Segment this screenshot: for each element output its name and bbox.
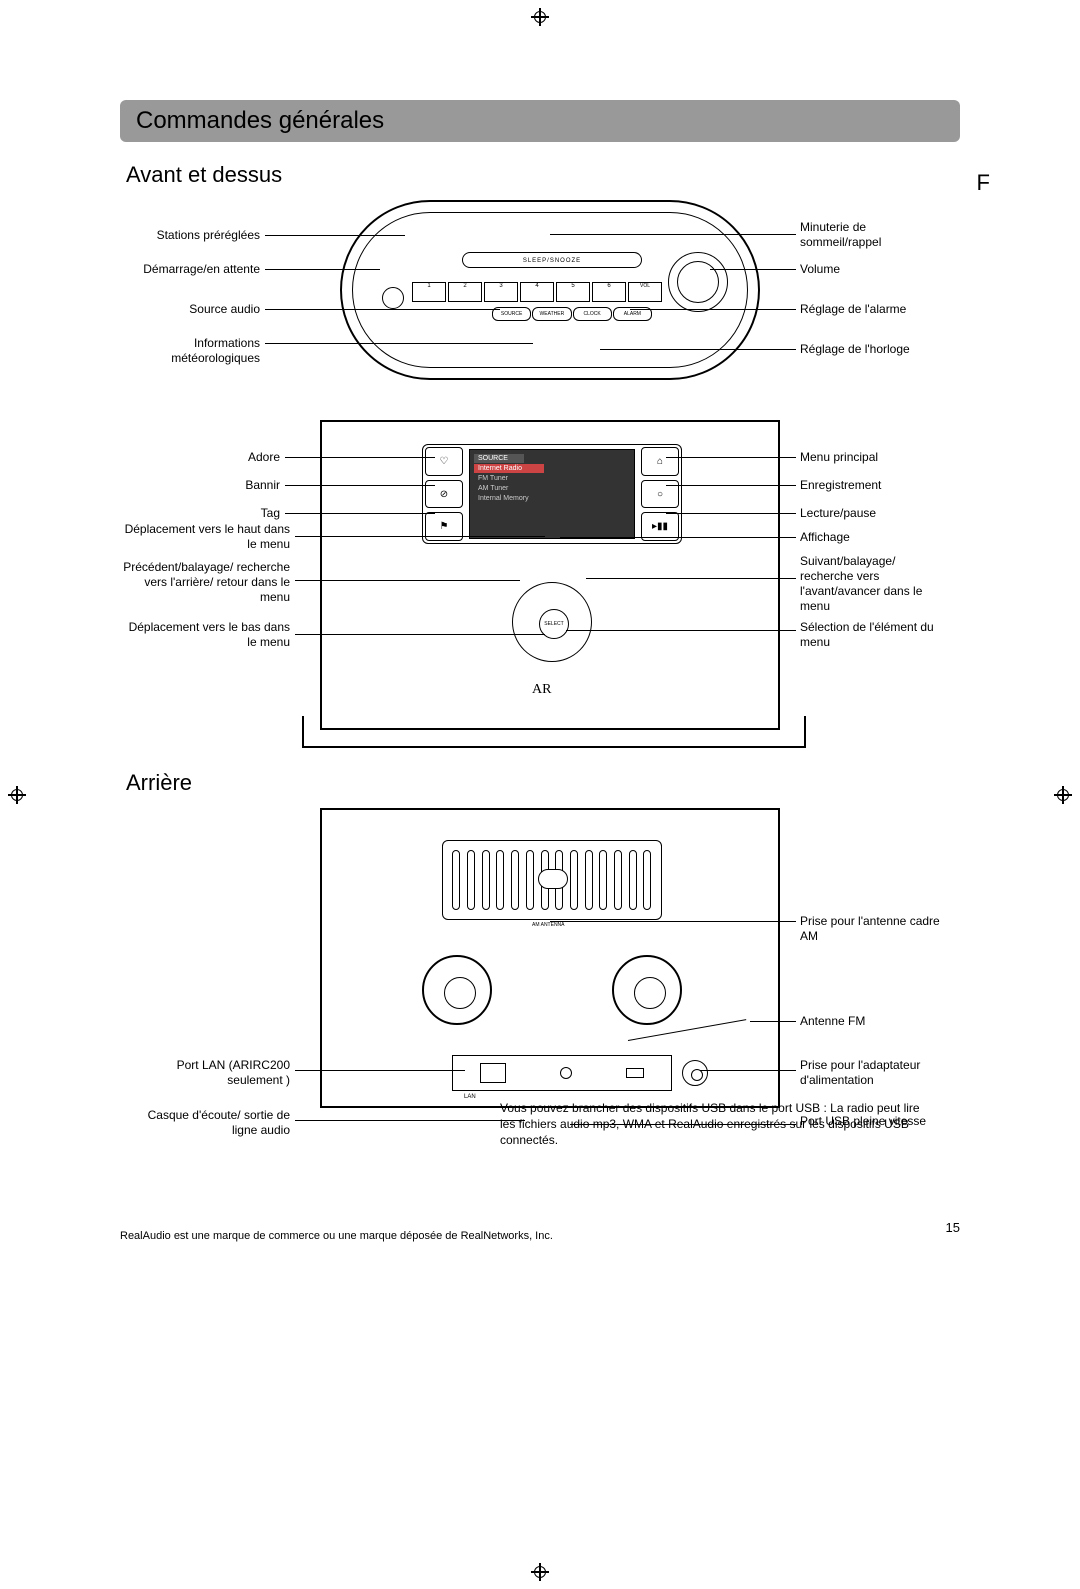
label-alarm: Réglage de l'alarme [800,302,950,317]
dc-jack [682,1060,708,1086]
label-display: Affichage [800,530,950,545]
label-select: Sélection de l'élément du menu [800,620,950,650]
home-icon: ⌂ [641,447,679,476]
sleep-snooze-button: SLEEP/SNOOZE [462,252,642,268]
section-tag: F [977,170,990,196]
diagram-front-view: ♡ ⊘ ⚑ SOURCE Internet Radio FM Tuner AM … [120,420,960,750]
label-prev: Précédent/balayage/ recherche vers l'arr… [120,560,290,605]
vent-grille [442,840,662,920]
label-sleep: Minuterie de sommeil/rappel [800,220,950,250]
subtitle-back: Arrière [126,770,960,796]
nav-wheel [512,582,592,662]
registration-mark-top [531,8,549,26]
title-bar: Commandes générales [120,100,960,142]
label-weather: Informations météorologiques [120,336,260,366]
label-adore: Adore [120,450,280,465]
page-title: Commandes générales [136,107,384,135]
usb-port [626,1068,644,1078]
device-front-outline: ♡ ⊘ ⚑ SOURCE Internet Radio FM Tuner AM … [320,420,780,730]
label-next: Suivant/balayage/ recherche vers l'avant… [800,554,950,614]
left-softkeys: ♡ ⊘ ⚑ [423,445,465,543]
label-tag: Tag [120,506,280,521]
am-loop-socket [538,869,568,889]
label-bannir: Bannir [120,478,280,493]
registration-mark-right [1054,786,1072,804]
label-play: Lecture/pause [800,506,950,521]
device-top-outline: SLEEP/SNOOZE 123456VOL SOURCE WEATHER CL… [340,200,760,380]
subtitle-top: Avant et dessus [126,162,960,188]
label-fm-ant: Antenne FM [800,1014,950,1029]
page-number: 15 [946,1220,960,1235]
screen-display: SOURCE Internet Radio FM Tuner AM Tuner … [469,449,635,539]
device-back-outline: AM ANTENNA LAN [320,808,780,1108]
label-main-menu: Menu principal [800,450,950,465]
label-volume: Volume [800,262,950,277]
label-dc: Prise pour l'adaptateur d'alimentation [800,1058,950,1088]
footnote: RealAudio est une marque de commerce ou … [120,1230,553,1242]
label-power: Démarrage/en attente [120,262,260,277]
ban-icon: ⊘ [425,480,463,509]
screen-panel: ♡ ⊘ ⚑ SOURCE Internet Radio FM Tuner AM … [422,444,682,544]
heart-icon: ♡ [425,447,463,476]
right-softkeys: ⌂ ○ ▸▮▮ [639,445,681,543]
label-menu-down: Déplacement vers le bas dans le menu [120,620,290,650]
headphone-jack [560,1067,572,1079]
lan-port [480,1063,506,1083]
registration-mark-bottom [531,1563,549,1581]
brand-logo: AR [532,682,551,698]
label-record: Enregistrement [800,478,950,493]
label-menu-up: Déplacement vers le haut dans le menu [120,522,290,552]
speaker-right [612,955,682,1025]
volume-knob [668,252,728,312]
diagram-back-view: AM ANTENNA LAN Port LAN (ARIRC200 seulem… [120,808,960,1148]
usb-note: Vous pouvez brancher des dispositifs USB… [500,1100,930,1149]
registration-mark-left [8,786,26,804]
label-clock: Réglage de l'horloge [800,342,950,357]
label-headphone: Casque d'écoute/ sortie de ligne audio [120,1108,290,1138]
label-source: Source audio [120,302,260,317]
port-panel [452,1055,672,1091]
preset-button-row: 123456VOL [412,282,662,302]
record-icon: ○ [641,480,679,509]
diagram-top-view: SLEEP/SNOOZE 123456VOL SOURCE WEATHER CL… [120,200,960,400]
power-knob [382,287,404,309]
label-am-ant: Prise pour l'antenne cadre AM [800,914,950,944]
function-button-row: SOURCE WEATHER CLOCK ALARM [492,307,652,321]
label-presets: Stations préréglées [120,228,260,243]
speaker-left [422,955,492,1025]
label-lan: Port LAN (ARIRC200 seulement ) [120,1058,290,1088]
